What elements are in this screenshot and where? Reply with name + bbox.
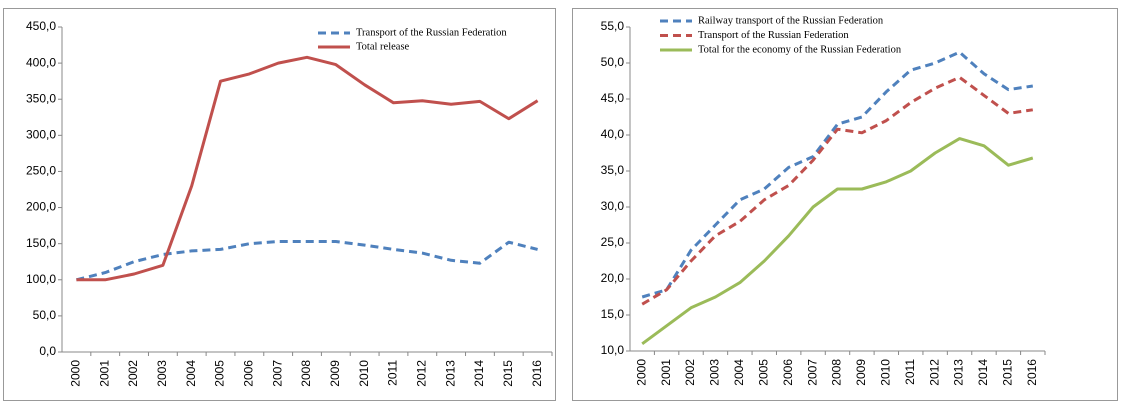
x-tick-label: 2015: [501, 360, 515, 387]
series-line: [641, 137, 1034, 346]
series-line: [76, 240, 538, 282]
x-tick-label: 2016: [1025, 359, 1039, 386]
x-tick-label: 2014: [976, 359, 990, 386]
legend-label: Railway transport of the Russian Federat…: [698, 15, 884, 26]
x-tick-label: 2006: [242, 360, 256, 387]
x-tick-label: 2013: [443, 360, 457, 387]
y-tick-label: 15,0: [601, 307, 625, 321]
x-tick-label: 2002: [683, 359, 697, 386]
legend-label: Transport of the Russian Federation: [356, 27, 507, 38]
x-tick-label: 2000: [69, 360, 83, 387]
y-tick-label: 150,0: [26, 236, 56, 250]
x-tick-label: 2004: [732, 359, 746, 386]
x-tick-label: 2005: [213, 360, 227, 387]
x-tick-label: 2001: [97, 360, 111, 387]
series-line: [76, 55, 539, 282]
x-tick-label: 2010: [357, 360, 371, 387]
x-tick-label: 2008: [299, 360, 313, 387]
x-tick-label: 2013: [952, 359, 966, 386]
y-tick-label: 20,0: [601, 271, 625, 285]
series-line: [641, 50, 1034, 299]
y-tick-label: 35,0: [601, 163, 625, 177]
x-tick-label: 2011: [386, 360, 400, 386]
x-tick-label: 2009: [854, 359, 868, 386]
series-line: [641, 75, 1034, 306]
y-tick-label: 30,0: [601, 199, 625, 213]
x-tick-label: 2010: [878, 359, 892, 386]
x-tick-label: 2005: [756, 359, 770, 386]
y-tick-label: 450,0: [26, 19, 56, 33]
y-tick-label: 10,0: [601, 343, 625, 357]
x-tick-label: 2014: [472, 360, 486, 387]
x-tick-label: 2015: [1001, 359, 1015, 386]
x-tick-label: 2003: [708, 359, 722, 386]
x-tick-label: 2012: [414, 360, 428, 387]
legend-label: Transport of the Russian Federation: [698, 30, 849, 41]
y-tick-label: 400,0: [26, 55, 56, 69]
x-tick-label: 2003: [155, 360, 169, 387]
chart-frame: [3, 8, 556, 401]
x-tick-label: 2000: [634, 359, 648, 386]
y-tick-label: 55,0: [601, 19, 625, 33]
x-tick-label: 2001: [659, 359, 673, 386]
x-tick-label: 2009: [328, 360, 342, 387]
legend-label: Total for the economy of the Russian Fed…: [698, 44, 902, 55]
legend-label: Total release: [356, 41, 410, 52]
x-tick-label: 2004: [184, 360, 198, 387]
x-tick-label: 2007: [270, 360, 284, 387]
y-tick-label: 350,0: [26, 91, 56, 105]
y-tick-label: 200,0: [26, 200, 56, 214]
chart-frame: [572, 8, 1118, 401]
y-tick-label: 250,0: [26, 164, 56, 178]
x-tick-label: 2016: [530, 360, 544, 387]
y-tick-label: 40,0: [601, 127, 625, 141]
y-tick-label: 100,0: [26, 272, 56, 286]
x-tick-label: 2006: [781, 359, 795, 386]
x-tick-label: 2012: [927, 359, 941, 386]
y-tick-label: 0,0: [39, 344, 56, 358]
y-tick-label: 25,0: [601, 235, 625, 249]
x-tick-label: 2008: [830, 359, 844, 386]
x-tick-label: 2002: [126, 360, 140, 387]
x-tick-label: 2011: [903, 359, 917, 385]
y-tick-label: 50,0: [33, 308, 57, 322]
y-tick-label: 50,0: [601, 55, 625, 69]
y-tick-label: 300,0: [26, 128, 56, 142]
x-tick-label: 2007: [805, 359, 819, 386]
y-tick-label: 45,0: [601, 91, 625, 105]
